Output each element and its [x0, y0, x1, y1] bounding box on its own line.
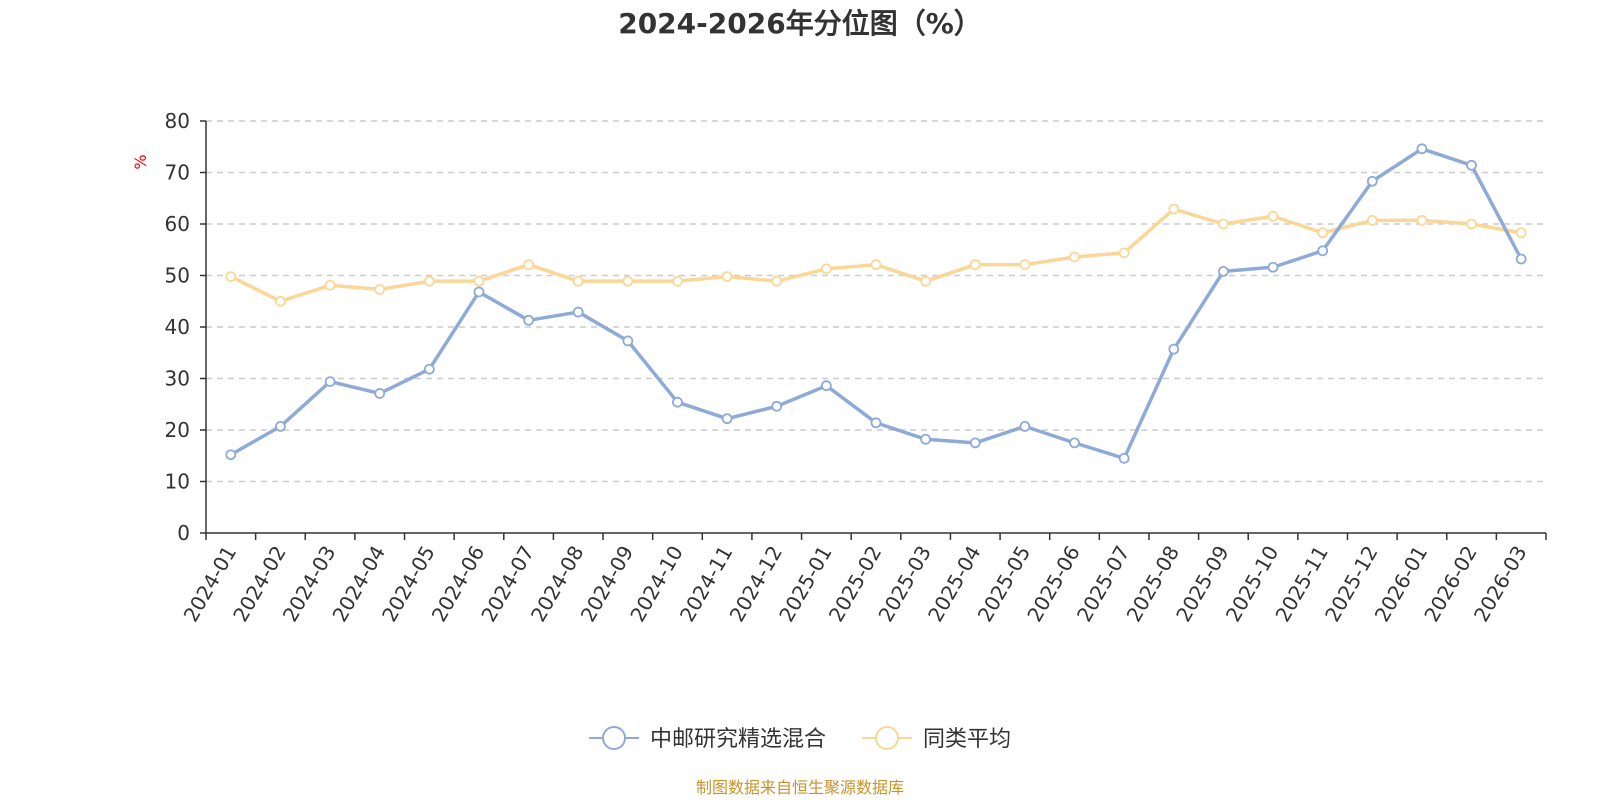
data-point [1416, 143, 1428, 155]
legend-marker [602, 726, 626, 750]
data-point [1515, 227, 1527, 239]
data-point [1168, 203, 1180, 215]
data-point [721, 413, 733, 425]
legend-marker [875, 726, 899, 750]
data-point [374, 284, 386, 295]
data-point [622, 275, 634, 287]
data-point [870, 417, 882, 429]
data-point [423, 363, 435, 375]
data-point [1118, 452, 1130, 464]
data-point [423, 275, 435, 287]
legend-label: 同类平均 [923, 727, 1011, 752]
data-point [870, 259, 882, 271]
legend-item-0: 中邮研究精选混合 [589, 726, 826, 752]
data-point [1118, 247, 1130, 259]
series-line [229, 147, 1523, 461]
data-point [523, 259, 534, 271]
data-point [1168, 343, 1180, 355]
x-axis-ticks: 2024-012024-022024-032024-042024-052024-… [179, 533, 1547, 626]
grid-lines [206, 120, 1546, 483]
data-point [771, 400, 783, 412]
y-tick-label: 10 [165, 470, 190, 494]
series-0 [225, 143, 1527, 464]
data-point [1218, 218, 1229, 230]
data-point [1366, 214, 1378, 226]
data-point [920, 275, 932, 287]
y-tick-label: 60 [165, 212, 190, 236]
legend-label: 中邮研究精选混合 [650, 727, 826, 752]
data-point [969, 259, 981, 271]
chart-title: 2024-2026年分位图（%） [618, 7, 982, 40]
y-tick-label: 70 [165, 161, 190, 185]
legend: 中邮研究精选混合 同类平均 [589, 726, 1011, 752]
data-point [969, 437, 981, 449]
y-tick-label: 80 [165, 109, 190, 133]
series-1 [225, 203, 1527, 307]
data-point [622, 335, 634, 347]
data-point [1069, 251, 1080, 263]
y-tick-label: 0 [177, 521, 190, 545]
data-point [1466, 218, 1477, 230]
y-tick-label: 50 [165, 264, 190, 288]
data-point [1466, 159, 1477, 171]
data-point [225, 271, 237, 282]
data-point [820, 380, 832, 392]
data-point [1019, 259, 1031, 271]
data-point [1069, 437, 1080, 449]
legend-item-1: 同类平均 [862, 726, 1011, 752]
data-point [1416, 214, 1428, 226]
data-point [225, 449, 237, 461]
data-point [1515, 253, 1527, 265]
series-line [230, 207, 1522, 303]
data-point [672, 275, 683, 287]
data-point [275, 295, 286, 307]
data-source-note: 制图数据来自恒生聚源数据库 [696, 778, 904, 797]
data-point [1317, 245, 1329, 257]
y-tick-label: 20 [165, 418, 190, 442]
data-point [920, 433, 932, 445]
data-point [523, 314, 534, 326]
data-point [572, 306, 584, 318]
data-point [721, 271, 733, 282]
data-point [572, 275, 584, 287]
data-point [1317, 227, 1329, 239]
data-point [672, 396, 683, 408]
data-point [374, 388, 386, 399]
y-axis-unit-label: % [131, 154, 150, 169]
data-point [275, 420, 286, 432]
y-axis-ticks: 0 10 20 30 40 50 60 70 80 [165, 109, 206, 545]
y-tick-label: 40 [165, 315, 190, 339]
data-point [1267, 261, 1279, 273]
data-point [324, 376, 336, 387]
data-point [473, 275, 485, 287]
data-point [1218, 265, 1229, 277]
data-point [1267, 210, 1279, 222]
y-tick-label: 30 [165, 367, 190, 391]
series-layer [225, 143, 1527, 464]
data-point [771, 275, 783, 287]
data-point [324, 279, 336, 291]
data-point [820, 263, 832, 275]
data-point [1366, 175, 1378, 187]
data-point [1019, 420, 1031, 432]
data-point [473, 286, 485, 298]
